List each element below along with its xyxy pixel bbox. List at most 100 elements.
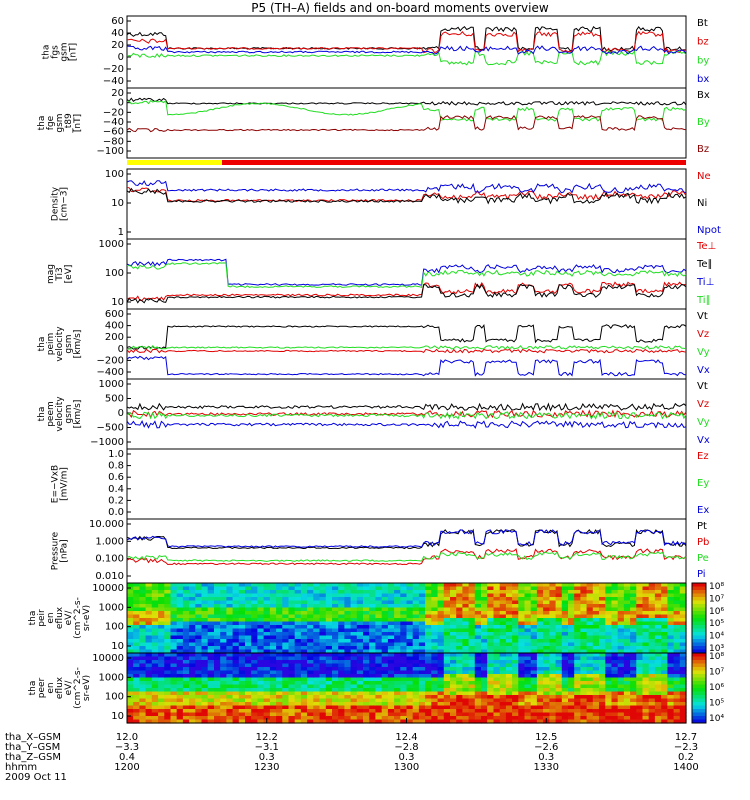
heatmap-cell: [493, 635, 501, 640]
heatmap-cell: [661, 705, 668, 710]
heatmap-cell: [356, 593, 364, 598]
heatmap-cell: [592, 719, 600, 724]
heatmap-cell: [568, 695, 575, 700]
heatmap-cell: [431, 590, 439, 595]
heatmap-cell: [549, 639, 557, 644]
colorbar-swatch: [692, 614, 706, 619]
heatmap-cell: [375, 677, 383, 682]
heatmap-cell: [350, 653, 358, 658]
heatmap-cell: [269, 639, 277, 644]
heatmap-cell: [158, 593, 165, 598]
heatmap-cell: [617, 698, 625, 703]
ylabel-line: fge: [46, 115, 56, 130]
heatmap-cell: [561, 663, 569, 668]
heatmap-cell: [394, 691, 401, 696]
heatmap-cell: [493, 681, 501, 686]
heatmap-cell: [406, 698, 414, 703]
heatmap-cell: [505, 586, 513, 591]
heatmap-cell: [580, 684, 588, 689]
ytick-label: −40: [103, 76, 124, 87]
heatmap-cell: [679, 618, 687, 623]
heatmap-cell: [276, 639, 283, 644]
heatmap-cell: [462, 628, 470, 633]
heatmap-cell: [207, 618, 215, 623]
ytick-label: 60: [111, 16, 124, 27]
heatmap-cell: [574, 590, 581, 595]
series-Pb: [126, 548, 687, 566]
heatmap-cell: [294, 646, 302, 651]
xtick-label: 12.0: [116, 732, 138, 743]
heatmap-cell: [456, 611, 463, 616]
heatmap-cell: [555, 646, 563, 651]
heatmap-cell: [443, 586, 451, 591]
heatmap-cell: [673, 646, 681, 651]
heatmap-cell: [294, 618, 302, 623]
heatmap-cell: [543, 653, 550, 658]
heatmap-cell: [363, 639, 370, 644]
colorbar-swatch: [692, 691, 706, 696]
series-Npot: [126, 180, 687, 194]
heatmap-cell: [164, 642, 172, 647]
heatmap-cell: [667, 614, 675, 619]
heatmap-cell: [189, 663, 196, 668]
heatmap-cell: [499, 716, 507, 721]
heatmap-cell: [586, 688, 594, 693]
heatmap-cell: [263, 709, 271, 714]
heatmap-cell: [214, 649, 221, 654]
heatmap-cell: [319, 593, 327, 598]
heatmap-cell: [599, 618, 606, 623]
heatmap-cell: [363, 611, 370, 616]
heatmap-cell: [214, 604, 221, 609]
ylabel-line: gsm: [60, 42, 70, 61]
heatmap-cell: [586, 660, 594, 665]
heatmap-cell: [487, 681, 494, 686]
heatmap-cell: [369, 681, 376, 686]
heatmap-cell: [257, 653, 265, 658]
heatmap-cell: [151, 625, 159, 630]
heatmap-cell: [176, 646, 184, 651]
heatmap-cell: [127, 653, 134, 658]
heatmap-cell: [325, 660, 333, 665]
heatmap-cell: [555, 632, 563, 637]
heatmap-cell: [605, 695, 613, 700]
colorbar-swatch: [692, 611, 706, 615]
heatmap-cell: [568, 607, 575, 612]
heatmap-cell: [182, 611, 190, 616]
heatmap-cell: [282, 639, 290, 644]
heatmap-cell: [257, 695, 265, 700]
heatmap-cell: [493, 628, 501, 633]
heatmap-cell: [524, 621, 532, 626]
heatmap-cell: [232, 663, 240, 668]
heatmap-cell: [574, 656, 581, 661]
heatmap-cell: [369, 649, 376, 654]
heatmap-cell: [673, 597, 681, 602]
heatmap-cell: [536, 716, 544, 721]
heatmap-cell: [437, 688, 445, 693]
heatmap-cell: [356, 639, 364, 644]
heatmap-cell: [530, 691, 538, 696]
heatmap-cell: [536, 618, 544, 623]
heatmap-cell: [375, 656, 383, 661]
heatmap-cell: [313, 604, 321, 609]
heatmap-cell: [313, 632, 321, 637]
heatmap-cell: [338, 660, 345, 665]
heatmap-cell: [679, 705, 687, 710]
heatmap-cell: [282, 660, 290, 665]
heatmap-cell: [524, 639, 532, 644]
heatmap-cell: [536, 702, 544, 707]
heatmap-cell: [549, 604, 557, 609]
heatmap-cell: [232, 597, 240, 602]
heatmap-cell: [369, 590, 376, 595]
heatmap-cell: [642, 719, 650, 724]
heatmap-cell: [182, 698, 190, 703]
heatmap-cell: [512, 646, 519, 651]
heatmap-cell: [406, 670, 414, 675]
heatmap-cell: [226, 632, 234, 637]
heatmap-cell: [580, 625, 588, 630]
heatmap-cell: [363, 625, 370, 630]
heatmap-cell: [412, 632, 420, 637]
ytick-label: 600: [105, 309, 124, 320]
heatmap-cell: [332, 719, 339, 724]
heatmap-cell: [412, 712, 420, 717]
heatmap-cell: [294, 674, 302, 679]
